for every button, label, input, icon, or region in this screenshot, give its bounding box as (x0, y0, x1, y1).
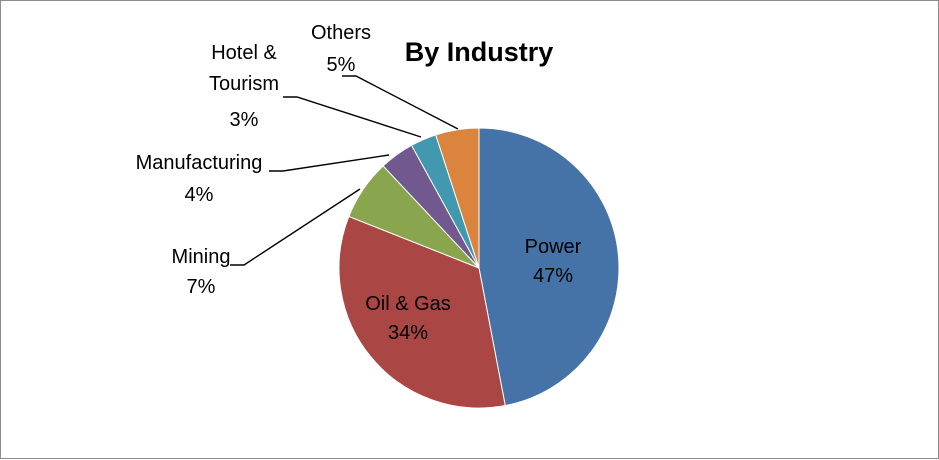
data-label-percent-oil-gas: 34% (388, 322, 428, 344)
data-label-name-power: Power (525, 236, 582, 258)
data-label-percent-hotel-tourism: 3% (230, 109, 259, 131)
slice-labels: Power 47% Oil & Gas 34% Mining 7% Manufacturin… (136, 22, 582, 344)
data-label-name-hotel-tourism: Tourism (209, 73, 279, 95)
data-label-name-mining: Mining (172, 246, 231, 268)
pie-slice-power (478, 127, 620, 407)
data-label-name-hotel-tourism: Hotel & (211, 42, 277, 64)
data-label-percent-manufacturing: 4% (185, 184, 214, 206)
data-label-name-oil-gas: Oil & Gas (365, 293, 451, 315)
data-label-name-manufacturing: Manufacturing (136, 152, 263, 174)
chart-title: By Industry (405, 37, 554, 67)
pie-slice-oil-gas (338, 215, 506, 409)
leader-line-manufacturing (269, 154, 390, 172)
leader-line-others (342, 75, 459, 130)
data-label-name-others: Others (311, 22, 371, 44)
pie-slice-others (435, 127, 480, 269)
data-label-percent-others: 5% (327, 54, 356, 76)
leader-lines (230, 75, 459, 266)
data-label-percent-power: 47% (533, 265, 573, 287)
pie-slices (338, 127, 620, 409)
leader-line-hotel-tourism (283, 96, 422, 138)
leader-line-mining (230, 188, 361, 266)
data-label-percent-mining: 7% (187, 276, 216, 298)
